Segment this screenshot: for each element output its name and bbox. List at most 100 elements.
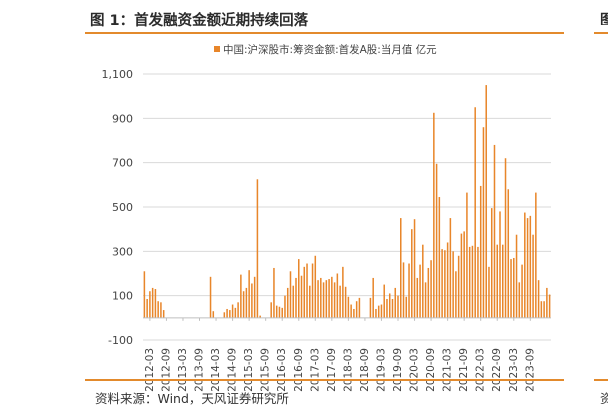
bar	[369, 297, 372, 318]
bar	[256, 179, 259, 318]
bar	[433, 112, 435, 318]
bar	[515, 234, 518, 318]
bar	[317, 280, 319, 318]
y-tick-label: 100	[112, 290, 133, 303]
title-divider	[85, 32, 564, 34]
bar	[242, 291, 245, 318]
bar	[331, 276, 333, 318]
x-tick-label: 2014-09	[227, 348, 239, 392]
x-tick-label: 2023-09	[524, 348, 536, 392]
x-tick-label: 2022-09	[491, 348, 503, 392]
bar	[146, 298, 148, 318]
bar	[273, 267, 275, 318]
x-tick-label: 2016-09	[293, 348, 305, 392]
bar	[309, 285, 311, 318]
bar	[394, 287, 397, 318]
x-tick-label: 2022-03	[475, 348, 487, 392]
bar	[234, 307, 237, 318]
x-tick-label: 2019-09	[392, 348, 404, 392]
bar	[347, 296, 350, 318]
bar	[143, 271, 146, 318]
bar	[419, 264, 421, 318]
bar	[488, 266, 490, 318]
bar	[209, 276, 212, 318]
x-tick-label: 2014-03	[210, 348, 222, 392]
bar	[286, 287, 289, 318]
x-tick-label: 2012-09	[160, 348, 172, 392]
bar	[358, 297, 361, 318]
bar	[532, 234, 534, 318]
bar	[543, 301, 545, 318]
bar	[157, 301, 159, 318]
bar	[306, 263, 308, 318]
bar	[355, 301, 358, 318]
bar	[548, 294, 551, 318]
bar	[388, 293, 391, 318]
bar	[546, 287, 548, 318]
bar	[295, 277, 297, 318]
x-tick-label: 2013-03	[177, 348, 189, 392]
bar	[342, 266, 344, 318]
x-tick-label: 2015-03	[243, 348, 255, 392]
next-figure-divider	[594, 32, 608, 34]
x-tick-label: 2016-03	[276, 348, 288, 392]
bar	[502, 244, 504, 318]
bar	[251, 283, 253, 318]
bar	[151, 287, 154, 318]
bar	[325, 280, 328, 318]
bar	[270, 302, 272, 318]
bar	[408, 263, 410, 318]
bar	[386, 298, 388, 318]
x-tick-label: 2021-09	[458, 348, 470, 392]
y-tick-label: -100	[108, 334, 133, 347]
bar	[482, 127, 485, 318]
bar	[529, 215, 532, 318]
bar	[518, 282, 521, 318]
bar	[535, 192, 537, 318]
source-divider	[85, 379, 564, 381]
bar	[350, 304, 352, 318]
bar	[537, 280, 540, 318]
bar	[427, 267, 430, 318]
bar	[149, 291, 151, 318]
bar	[460, 233, 463, 318]
bar	[452, 251, 454, 318]
bar	[322, 282, 325, 318]
bar	[493, 144, 496, 318]
bar	[339, 285, 341, 318]
bar	[422, 244, 424, 318]
bar	[416, 277, 419, 318]
bar	[223, 312, 226, 318]
x-tick-label: 2012-03	[144, 348, 156, 392]
bar	[375, 308, 377, 318]
bar	[231, 304, 234, 318]
x-tick-label: 2017-09	[326, 348, 338, 392]
x-tick-label: 2023-03	[508, 348, 520, 392]
bar	[284, 295, 286, 318]
bars	[143, 85, 551, 318]
bar	[248, 270, 250, 318]
legend-label: 中国:沪深股市:筹资金额:首发A股:当月值 亿元	[223, 43, 437, 56]
x-tick-label: 2020-03	[409, 348, 421, 392]
bar	[466, 192, 468, 318]
bar	[226, 308, 228, 318]
bar	[477, 246, 479, 318]
bar	[154, 289, 157, 318]
bar	[490, 208, 493, 318]
bar	[510, 259, 512, 318]
bar	[383, 284, 385, 318]
bar	[253, 276, 256, 318]
bar	[457, 255, 460, 318]
bar	[281, 307, 283, 318]
bar	[474, 107, 476, 318]
bar	[424, 282, 427, 318]
bar	[259, 315, 261, 318]
bar	[438, 197, 441, 318]
bar	[240, 274, 242, 318]
bar	[479, 185, 482, 318]
legend: 中国:沪深股市:筹资金额:首发A股:当月值 亿元	[214, 43, 437, 56]
bar	[303, 266, 306, 318]
bar	[298, 259, 300, 318]
x-tick-label: 2018-03	[342, 348, 354, 392]
x-tick-label: 2021-03	[442, 348, 454, 392]
